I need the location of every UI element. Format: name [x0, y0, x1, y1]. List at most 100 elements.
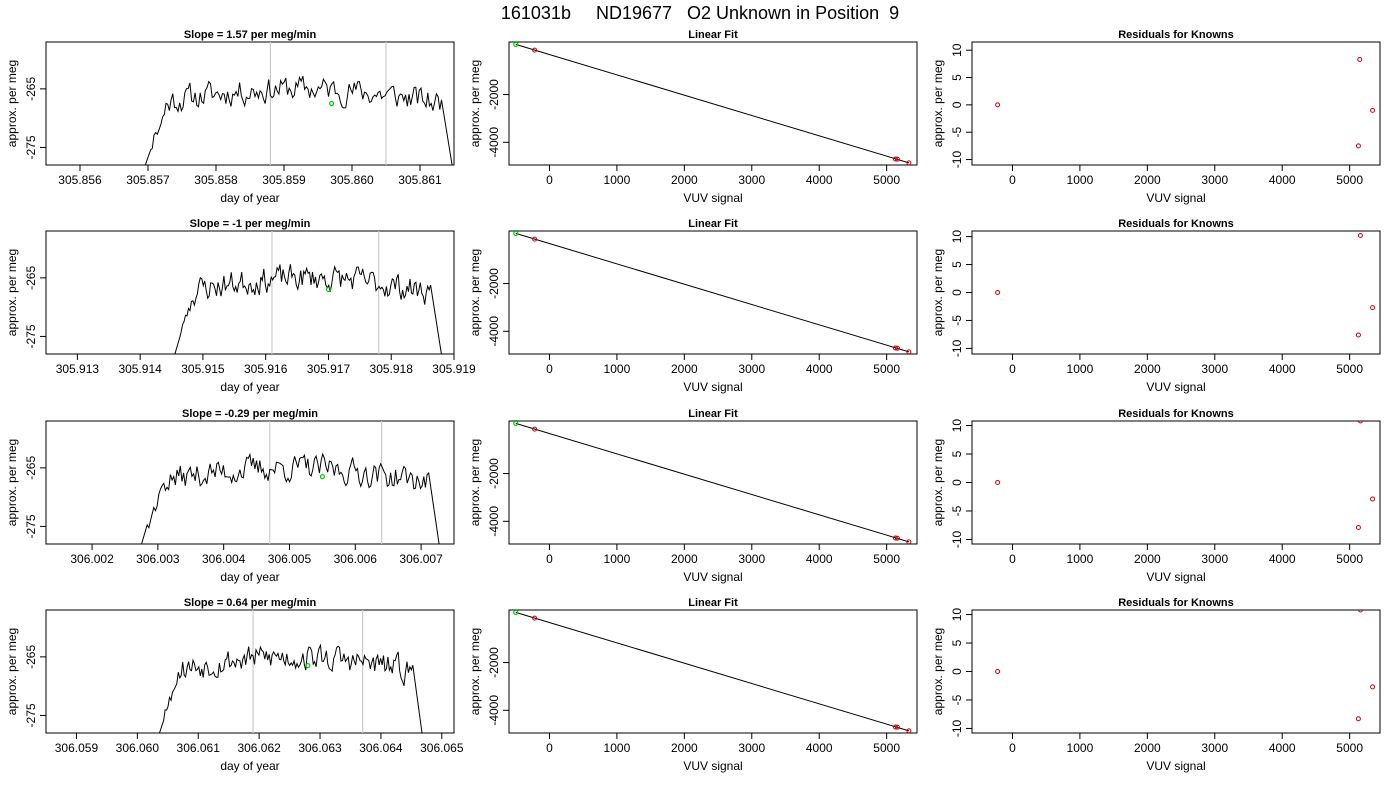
panel-title: Slope = 0.64 per meg/min: [184, 597, 317, 609]
y-tick-label: -275: [24, 703, 38, 727]
y-tick-label: -4000: [487, 127, 501, 158]
y-tick-label: -5: [950, 694, 964, 705]
x-tick-label: 0: [1009, 173, 1016, 187]
plot-area: [141, 421, 440, 544]
x-axis-label: VUV signal: [1146, 380, 1205, 394]
y-tick-label: 10: [950, 608, 964, 622]
y-tick-label: -2000: [487, 79, 501, 110]
red-point: [906, 539, 912, 544]
panel-12: Residuals for Knowns 0 1000 2000 3000 4000 500…: [931, 597, 1381, 773]
x-tick-label: 0: [546, 362, 553, 376]
plot-area: [513, 231, 912, 354]
x-tick-label: 4000: [1269, 552, 1296, 566]
y-axis-label: approx. per meg: [5, 439, 19, 526]
x-tick-label: 5000: [873, 173, 900, 187]
red-point: [1355, 143, 1361, 149]
plot-frame: [508, 609, 918, 734]
x-tick-label: 5000: [873, 552, 900, 566]
y-axis-label: approx. per meg: [468, 60, 482, 147]
x-tick-label: 306.004: [202, 552, 246, 566]
red-point: [1357, 232, 1363, 238]
red-point: [532, 47, 538, 53]
plot-area: [513, 42, 912, 165]
y-tick-label: -275: [24, 135, 38, 159]
y-tick-label: 0: [950, 289, 964, 296]
x-tick-label: 306.064: [359, 741, 403, 755]
plot-area: [513, 610, 912, 733]
x-tick-label: 306.062: [237, 741, 281, 755]
x-tick-label: 0: [1009, 362, 1016, 376]
x-axis-label: day of year: [220, 191, 279, 205]
y-tick-label: 5: [950, 450, 964, 457]
y-tick-label: -10: [950, 530, 964, 548]
y-tick-label: -265: [24, 77, 38, 101]
x-tick-label: 2000: [671, 362, 698, 376]
y-axis-label: approx. per meg: [468, 628, 482, 715]
panel-6: Residuals for Knowns 0 1000 2000 3000 4000 500…: [931, 218, 1381, 394]
x-tick-label: 305.913: [56, 362, 100, 376]
panel-11: Linear Fit 0 1000 2000 3000 4000 5000 -2000 -400…: [468, 597, 918, 773]
red-point: [995, 669, 1001, 674]
x-tick-label: 3000: [738, 173, 765, 187]
green-point: [305, 663, 311, 669]
panel-9: Residuals for Knowns 0 1000 2000 3000 4000 500…: [931, 408, 1381, 584]
y-axis-label: approx. per meg: [931, 249, 945, 336]
green-point: [329, 100, 335, 107]
y-axis-label: approx. per meg: [931, 628, 945, 715]
data-trace: [174, 264, 442, 354]
red-point: [906, 160, 912, 165]
y-tick-label: -2000: [487, 647, 501, 678]
red-point: [995, 480, 1001, 485]
plot-area: [995, 56, 1376, 149]
x-tick-label: 0: [546, 552, 553, 566]
x-tick-label: 3000: [1201, 552, 1228, 566]
x-tick-label: 5000: [1336, 741, 1363, 755]
plot-frame: [971, 230, 1381, 355]
x-tick-label: 2000: [1134, 173, 1161, 187]
x-tick-label: 306.060: [116, 741, 160, 755]
x-axis-label: VUV signal: [1146, 570, 1205, 584]
y-tick-label: 10: [950, 43, 964, 57]
x-tick-label: 305.860: [330, 173, 374, 187]
panel-title: Residuals for Knowns: [1118, 597, 1234, 609]
x-tick-label: 305.856: [58, 173, 102, 187]
y-tick-label: -10: [950, 339, 964, 357]
red-point: [894, 345, 900, 351]
x-tick-label: 0: [546, 741, 553, 755]
x-tick-label: 305.914: [118, 362, 162, 376]
x-tick-label: 305.858: [194, 173, 238, 187]
plot-frame: [971, 41, 1381, 166]
x-tick-label: 305.916: [244, 362, 288, 376]
y-tick-label: -265: [24, 266, 38, 290]
x-tick-label: 305.919: [432, 362, 476, 376]
x-tick-label: 306.065: [420, 741, 464, 755]
panel-title: Residuals for Knowns: [1118, 29, 1234, 41]
fit-line: [515, 422, 910, 543]
panel-8: Linear Fit 0 1000 2000 3000 4000 5000 -2000 -400…: [468, 408, 918, 584]
red-point: [892, 156, 898, 162]
green-point: [513, 42, 519, 47]
x-tick-label: 305.918: [370, 362, 414, 376]
x-tick-label: 305.915: [181, 362, 225, 376]
x-tick-label: 305.917: [307, 362, 351, 376]
y-tick-label: 10: [950, 419, 964, 433]
y-tick-label: -4000: [487, 506, 501, 537]
x-tick-label: 1000: [1067, 552, 1094, 566]
x-axis-label: VUV signal: [1146, 191, 1205, 205]
x-tick-label: 3000: [738, 741, 765, 755]
x-tick-label: 1000: [1067, 741, 1094, 755]
red-point: [1357, 610, 1363, 613]
y-axis-label: approx. per meg: [931, 439, 945, 526]
x-axis-label: VUV signal: [683, 191, 742, 205]
x-axis-label: VUV signal: [683, 570, 742, 584]
red-point: [894, 535, 900, 541]
x-tick-label: 306.003: [136, 552, 180, 566]
x-axis-label: VUV signal: [683, 380, 742, 394]
x-tick-label: 4000: [806, 741, 833, 755]
red-point: [906, 349, 912, 354]
x-tick-label: 5000: [873, 362, 900, 376]
y-tick-label: -265: [24, 645, 38, 669]
y-tick-label: -4000: [487, 316, 501, 347]
red-point: [995, 290, 1001, 295]
x-tick-label: 3000: [1201, 741, 1228, 755]
